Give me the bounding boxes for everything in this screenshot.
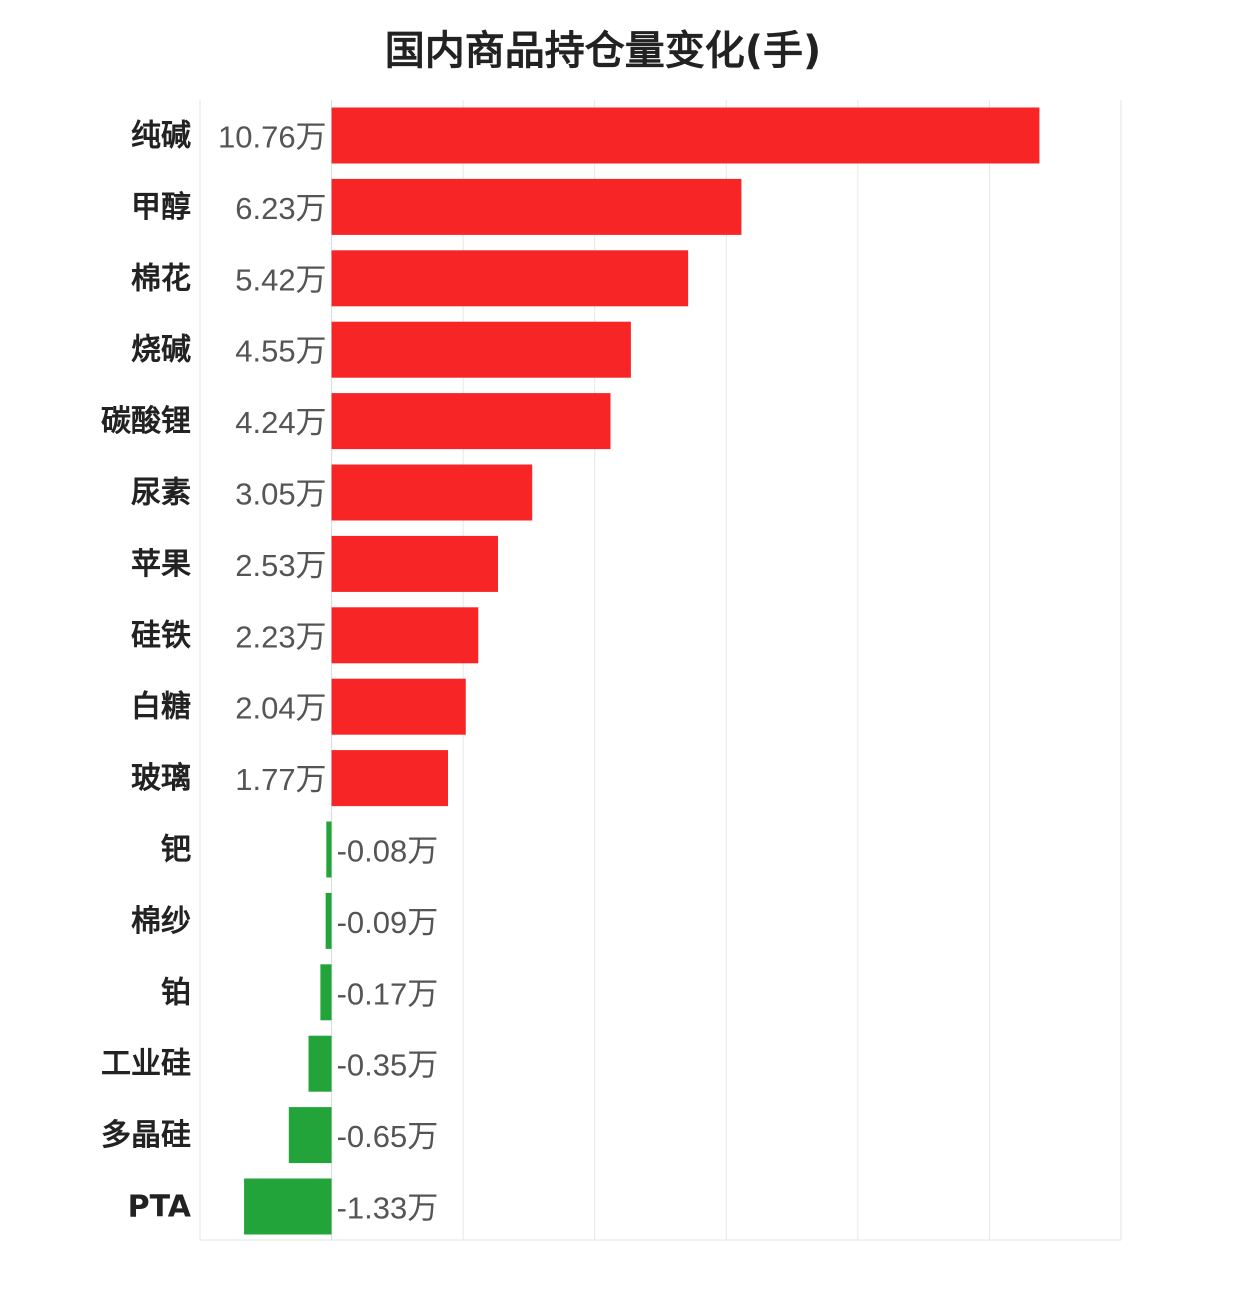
bars bbox=[244, 107, 1040, 1235]
category-label: 铂 bbox=[161, 975, 191, 1010]
bar-2 bbox=[331, 250, 689, 307]
bar-0 bbox=[331, 107, 1040, 164]
category-label: 棉花 bbox=[131, 261, 191, 296]
category-label: 玻璃 bbox=[131, 761, 191, 796]
bar-11 bbox=[325, 892, 332, 949]
bar-15 bbox=[244, 1178, 332, 1235]
value-label: 4.24万 bbox=[235, 405, 326, 440]
bar-3 bbox=[331, 321, 631, 378]
category-label: PTA bbox=[128, 1190, 192, 1225]
bar-13 bbox=[308, 1035, 332, 1092]
bar-1 bbox=[331, 178, 742, 235]
category-label: 白糖 bbox=[131, 690, 191, 725]
bar-14 bbox=[288, 1107, 332, 1164]
value-label: 3.05万 bbox=[235, 477, 326, 512]
bar-6 bbox=[331, 535, 499, 592]
bar-12 bbox=[320, 964, 332, 1021]
category-label: 纯碱 bbox=[131, 119, 191, 154]
category-label: 烧碱 bbox=[131, 333, 191, 368]
category-label: 钯 bbox=[161, 833, 191, 868]
bar-8 bbox=[331, 678, 466, 735]
value-label: -0.08万 bbox=[337, 834, 439, 869]
value-label: 1.77万 bbox=[235, 762, 326, 797]
value-label: -0.17万 bbox=[337, 976, 439, 1011]
value-label: 2.23万 bbox=[235, 619, 326, 654]
category-label: 棉纱 bbox=[131, 904, 191, 939]
bar-7 bbox=[331, 607, 479, 664]
value-label: 2.04万 bbox=[235, 691, 326, 726]
category-label: 甲醇 bbox=[131, 190, 191, 225]
category-label: 尿素 bbox=[131, 476, 191, 511]
value-label: -0.65万 bbox=[337, 1119, 439, 1154]
category-label: 多晶硅 bbox=[101, 1118, 191, 1153]
category-label: 碳酸锂 bbox=[101, 404, 191, 439]
category-label: 工业硅 bbox=[101, 1047, 191, 1082]
bar-10 bbox=[326, 821, 332, 878]
value-label: -0.09万 bbox=[337, 905, 439, 940]
value-label: 6.23万 bbox=[235, 191, 326, 226]
value-label: 4.55万 bbox=[235, 334, 326, 369]
bar-5 bbox=[331, 464, 533, 521]
value-label: 10.76万 bbox=[218, 120, 327, 155]
value-label: -1.33万 bbox=[337, 1191, 439, 1226]
bar-9 bbox=[331, 750, 449, 807]
value-label: 5.42万 bbox=[235, 262, 326, 297]
category-label: 硅铁 bbox=[131, 618, 191, 653]
value-label: -0.35万 bbox=[337, 1048, 439, 1083]
value-label: 2.53万 bbox=[235, 548, 326, 583]
chart-title: 国内商品持仓量变化(手) bbox=[384, 28, 822, 74]
bar-4 bbox=[331, 393, 611, 450]
category-label: 苹果 bbox=[131, 547, 191, 582]
